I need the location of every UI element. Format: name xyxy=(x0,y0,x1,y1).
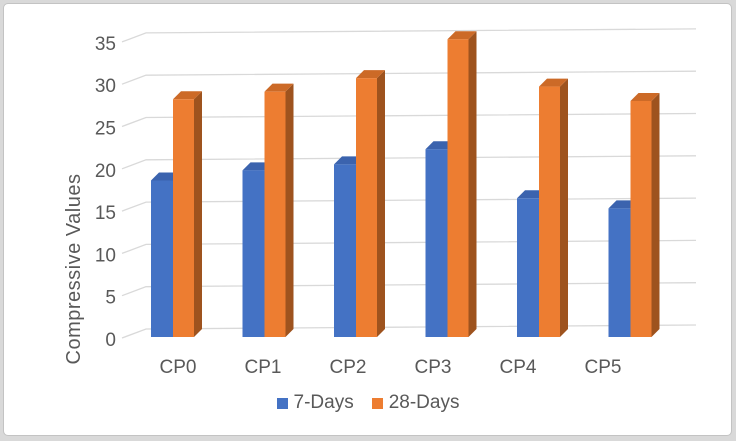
x-category-label-cp5: CP5 xyxy=(585,357,622,378)
bar-28-days-cp2 xyxy=(356,78,377,338)
bar-28-days-cp0 xyxy=(173,99,194,337)
legend-swatch-28-days xyxy=(371,397,383,409)
legend-swatch-7-days xyxy=(276,397,288,409)
y-tick-label-25: 25 xyxy=(95,119,116,140)
y-tick-label-10: 10 xyxy=(95,245,116,266)
bar-side-28-days-cp0 xyxy=(194,91,202,337)
gridline-0 xyxy=(121,324,697,339)
bar-28-days-cp4 xyxy=(539,86,560,337)
gridline-15 xyxy=(121,197,697,212)
gridline-20 xyxy=(121,155,697,170)
legend-item-28-days: 28-Days xyxy=(371,392,460,414)
y-tick-label-30: 30 xyxy=(95,76,116,97)
bar-side-28-days-cp2 xyxy=(377,70,385,338)
y-tick-label-15: 15 xyxy=(95,203,116,224)
bar-top-28-days-cp0 xyxy=(173,91,202,100)
legend-label-7-days: 7-Days xyxy=(293,392,354,413)
y-tick-label-0: 0 xyxy=(105,330,116,351)
bar-7-days-cp0 xyxy=(151,180,173,337)
y-tick-label-35: 35 xyxy=(95,34,116,55)
gridline-35 xyxy=(121,28,697,43)
bar-side-28-days-cp5 xyxy=(651,92,660,337)
gridline-10 xyxy=(121,239,697,255)
bar-28-days-cp1 xyxy=(264,91,286,337)
bar-7-days-cp2 xyxy=(334,164,356,337)
x-category-label-cp2: CP2 xyxy=(330,357,367,378)
bar-7-days-cp1 xyxy=(242,170,265,337)
bar-28-days-cp3 xyxy=(447,39,469,337)
bar-side-28-days-cp1 xyxy=(285,83,294,337)
legend-label-28-days: 28-Days xyxy=(388,392,460,413)
x-category-label-cp1: CP1 xyxy=(245,357,282,378)
bar-top-28-days-cp4 xyxy=(539,78,568,87)
legend: 7-Days 28-Days xyxy=(0,392,736,414)
x-category-label-cp4: CP4 xyxy=(500,357,537,378)
bar-side-28-days-cp3 xyxy=(468,31,477,337)
bar-7-days-cp3 xyxy=(425,149,448,337)
bar-top-28-days-cp3 xyxy=(447,31,477,40)
bar-side-28-days-cp4 xyxy=(560,78,568,338)
gridline-25 xyxy=(121,112,697,128)
legend-item-7-days: 7-Days xyxy=(276,392,354,414)
y-tick-label-5: 5 xyxy=(105,288,116,309)
bar-top-28-days-cp2 xyxy=(356,70,385,79)
y-tick-label-20: 20 xyxy=(95,161,116,182)
x-category-label-cp0: CP0 xyxy=(160,357,197,378)
bar-7-days-cp4 xyxy=(517,198,539,337)
bar-28-days-cp5 xyxy=(630,100,652,337)
gridline-5 xyxy=(121,282,697,297)
bar-top-28-days-cp1 xyxy=(264,83,294,92)
bar-top-28-days-cp5 xyxy=(630,92,660,101)
bar-7-days-cp5 xyxy=(608,208,631,337)
gridline-30 xyxy=(121,70,697,85)
x-category-label-cp3: CP3 xyxy=(415,357,452,378)
